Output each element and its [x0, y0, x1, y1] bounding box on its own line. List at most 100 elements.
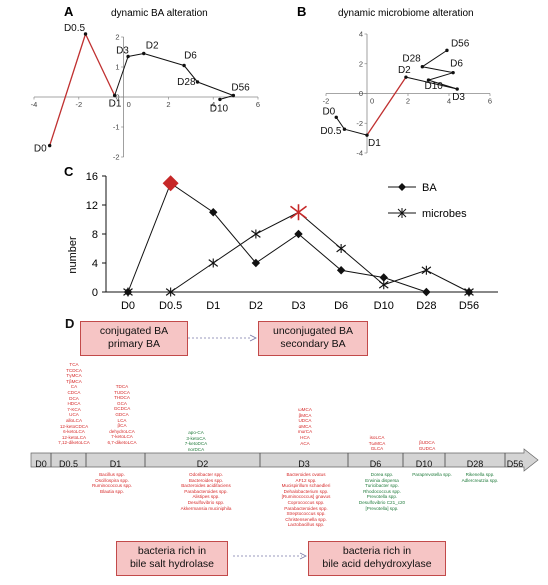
panel-a-y-tick-label: 0: [115, 93, 119, 102]
timeline-d2: D2: [196, 459, 209, 469]
panel-b-y-tick-label: 2: [359, 59, 363, 68]
ba-list-d1: TDCA TUDCA THDCA GCA GCDCA GDCA LCA βCA …: [107, 384, 137, 445]
panel-a-title: dynamic BA alteration: [111, 8, 208, 19]
panel-a-path-segment: [197, 81, 234, 96]
panel-b-y-tick-label: -2: [356, 119, 363, 128]
panel-c-point-microbes-d3: [290, 204, 307, 221]
panel-b-path-segment: [428, 72, 454, 81]
timeline-d3: D3: [298, 459, 310, 469]
timeline-bar: [30, 448, 539, 472]
panel-b-point-label-d56: D56: [451, 38, 470, 49]
ba-list-d6: isoLCA TωMCA GLCA: [368, 435, 386, 452]
panel-c-point-ba-d6: [336, 266, 346, 275]
timeline-d10: D10: [415, 459, 433, 469]
panel-d-letter: D: [65, 316, 75, 331]
panel-a-y-tick-label: -1: [113, 123, 120, 132]
panel-b-point-d56: [445, 48, 449, 53]
box-bile-salt-hydrolase: bacteria rich in bile salt hydrolase: [116, 541, 228, 576]
panel-a-point-d28: [195, 80, 200, 84]
timeline-d0-5: D0.5: [58, 459, 78, 469]
panel-a-x-tick-label: 4: [211, 100, 215, 109]
bacteria-list-d28: Rikenella spp. Adlercreutzia spp.: [461, 472, 499, 483]
panel-b-title: dynamic microbiome alteration: [338, 8, 474, 19]
panel-b-path-segment: [422, 49, 448, 68]
panel-a-x-tick-label: 2: [166, 100, 170, 109]
panel-c-point-microbes-d10: [378, 280, 389, 290]
panel-a-path-segment: [114, 56, 129, 96]
timeline-d28: D28: [466, 459, 484, 469]
panel-c-x-tick-label-d56: D56: [459, 300, 479, 312]
panel-a-path-segment: [84, 33, 116, 96]
panel-b-point-d3: [455, 87, 459, 91]
timeline-d0: D0: [35, 459, 47, 469]
panel-c-point-ba-d1: [209, 208, 218, 217]
panel-a-point-label-d0-5: D0.5: [64, 23, 86, 34]
panel-b-point-d6: [451, 70, 455, 75]
panel-a-y-tick-label: 1: [115, 63, 119, 72]
panel-b-point-d1: [365, 133, 369, 137]
panel-b-y-tick-label: -4: [356, 149, 363, 158]
panel-c-point-microbes-d6: [336, 244, 346, 253]
panel-b-point-d10: [426, 78, 431, 82]
panel-a-point-label-d2: D2: [146, 41, 159, 52]
panel-c-y-tick-label: 16: [86, 171, 98, 183]
panel-c-x-tick-label-d10: D10: [374, 300, 394, 312]
legend-microbes-marker: [397, 208, 407, 218]
panel-c-point-ba-d2: [251, 258, 261, 268]
panel-b-chart: B dynamic microbiome alteration -2 2 4 6 -4 -…: [297, 4, 492, 158]
panel-c-point-ba-d10: [379, 273, 388, 282]
panel-a-point-label-d6: D6: [184, 51, 197, 62]
panel-b-point-d0-5: [342, 127, 347, 131]
bacteria-list-d6: Dorea spp. Erwinia dispersa Turicibacter…: [358, 472, 406, 511]
panel-a-path-segment: [183, 65, 198, 83]
panel-a-point-label-d3: D3: [116, 46, 129, 57]
panel-c-y-tick-label: 4: [92, 258, 98, 270]
panel-b-path-segment: [344, 128, 368, 136]
panel-b-x-tick-label: 0: [370, 97, 374, 106]
timeline-d56: D56: [506, 459, 524, 469]
panel-b-point-label-d0-5: D0.5: [320, 126, 342, 137]
bacteria-list-d2: Odoribacter spp. Bacteroides spp. Bacter…: [180, 472, 232, 511]
panel-c-point-microbes-d0-5: [165, 287, 176, 297]
legend-microbes-label: microbes: [422, 208, 467, 220]
panel-b-point-d0: [334, 115, 338, 120]
legend-ba-marker: [398, 183, 406, 191]
panel-c-x-tick-label-d6: D6: [334, 300, 348, 312]
panel-c-x-tick-label-d2: D2: [249, 300, 263, 312]
panel-a-x-tick-label: -2: [75, 100, 82, 109]
panel-c-ylabel: number: [67, 236, 79, 274]
panel-b-point-label-d0: D0: [322, 106, 335, 117]
panel-b-point-label-d10: D10: [425, 81, 444, 92]
panel-b-x-tick-label: -2: [323, 97, 330, 106]
panel-b-point-d2: [404, 75, 408, 79]
panel-c-letter: C: [64, 164, 74, 179]
panel-c-x-tick-label-d3: D3: [291, 300, 305, 312]
panel-a-y-tick-label: 2: [115, 33, 119, 42]
panel-b-point-label-d1: D1: [368, 138, 381, 149]
panel-b-y-tick-label: 0: [359, 89, 363, 98]
panel-c-y-tick-label: 12: [86, 200, 98, 212]
panel-a-point-label-d0: D0: [34, 144, 47, 155]
panel-a-point-d56: [231, 93, 236, 98]
panel-a-point-label-d1: D1: [109, 99, 122, 110]
panel-c-point-microbes-d28: [421, 265, 432, 275]
timeline-d6: D6: [369, 459, 382, 469]
panel-b-path-segment: [428, 79, 458, 90]
panel-c-x-tick-label-d28: D28: [416, 300, 436, 312]
panel-b-x-tick-label: 4: [447, 97, 451, 106]
panel-a-point-d0-5: [83, 32, 88, 36]
panel-c-point-microbes-d56: [464, 287, 474, 297]
panel-b-path-segment: [405, 76, 458, 90]
panel-a-path-segment: [127, 53, 144, 57]
panel-b-path-segment: [422, 66, 454, 74]
panel-c-x-tick-label-d0-5: D0.5: [159, 300, 182, 312]
panel-b-x-tick-label: 2: [406, 97, 410, 106]
panel-c-x-tick-label-d1: D1: [206, 300, 220, 312]
panel-a-point-d1: [112, 93, 117, 98]
panel-a-x-tick-label: -4: [31, 100, 38, 109]
panel-a-point-d10: [218, 97, 222, 102]
panel-a-letter: A: [64, 4, 74, 19]
panel-a-point-d3: [126, 54, 130, 59]
